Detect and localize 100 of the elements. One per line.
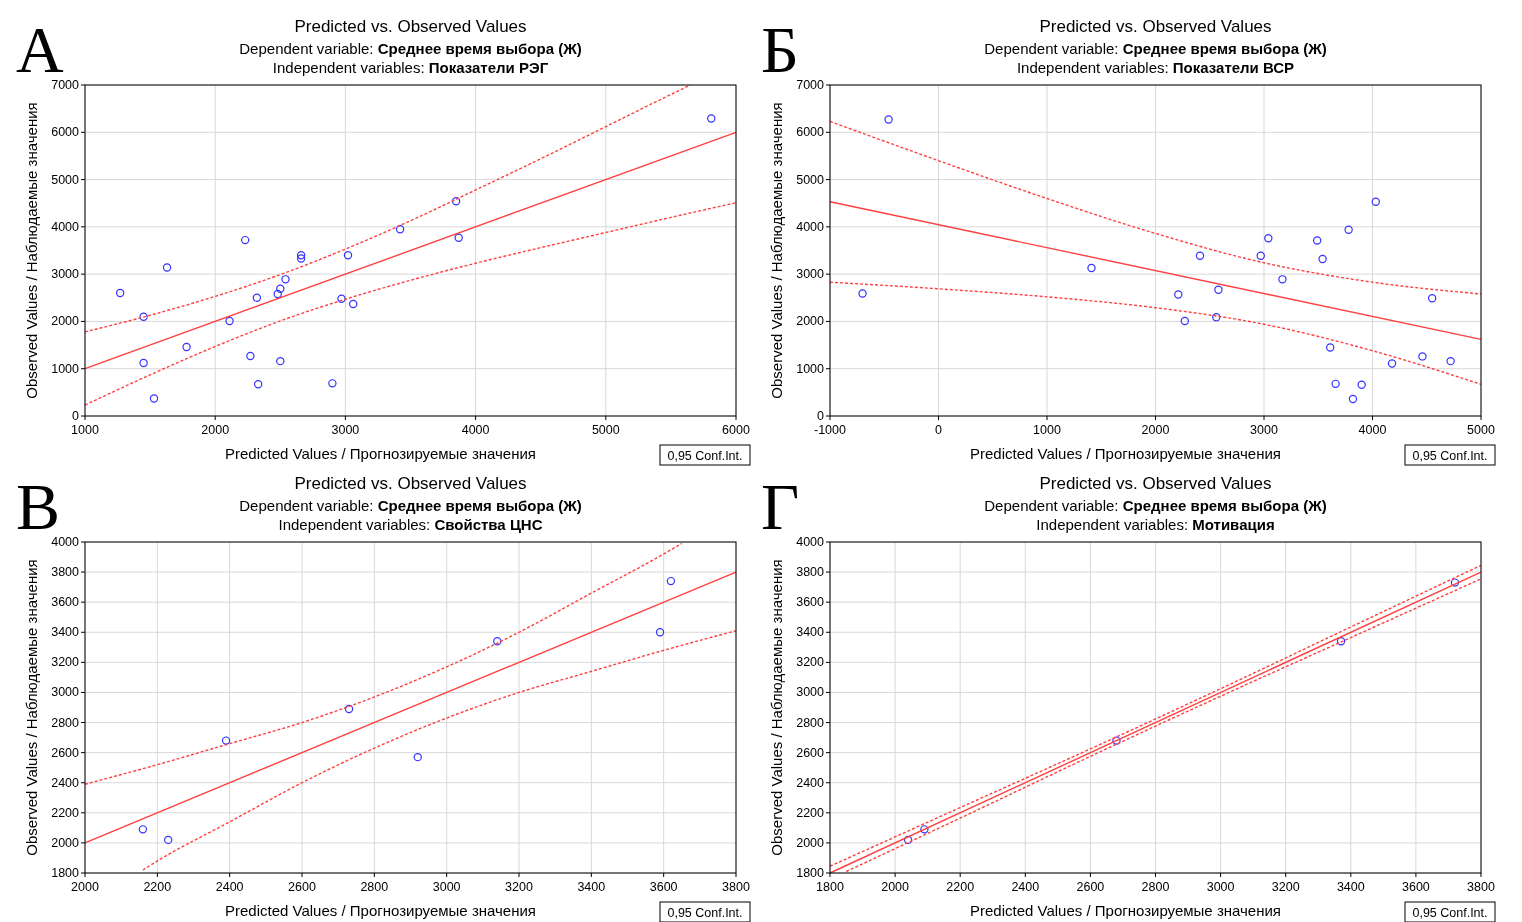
- point: [115, 288, 125, 298]
- x-tick-label: 2000: [201, 423, 230, 437]
- point: [1318, 254, 1327, 264]
- y-tick-label: 2000: [796, 835, 825, 850]
- y-tick-label: 1800: [51, 866, 80, 880]
- point: [162, 263, 172, 272]
- line-series: [829, 281, 1482, 386]
- point: [1180, 316, 1189, 326]
- point: [1214, 285, 1223, 294]
- text: 0,95 Conf.Int.: [667, 906, 743, 920]
- point: [246, 351, 255, 361]
- point: [276, 284, 285, 293]
- point: [903, 835, 913, 845]
- y-tick-label: 6000: [51, 125, 80, 140]
- y-tick-label: 3000: [51, 685, 80, 700]
- chart-title: Predicted vs. Observed Values: [294, 474, 527, 493]
- x-axis-title: Predicted Values / Прогнозируемые значения: [224, 902, 537, 919]
- x-tick-label: 1000: [71, 423, 99, 437]
- x-tick-label: 2400: [215, 880, 244, 894]
- x-tick-label: 2000: [71, 880, 99, 894]
- point: [1264, 234, 1273, 243]
- y-tick-label: 1000: [796, 361, 825, 376]
- point: [884, 115, 893, 124]
- x-tick-label: 3000: [1250, 423, 1278, 437]
- point: [253, 380, 263, 389]
- x-tick-label: 5000: [1467, 423, 1495, 437]
- y-tick-label: 2800: [51, 715, 80, 730]
- x-tick-label: 5000: [591, 423, 620, 437]
- y-axis-title: Observed Values / Наблюдаемые значения: [23, 559, 40, 856]
- y-tick-label: 1000: [51, 361, 80, 376]
- x-tick-label: 3600: [1401, 880, 1430, 894]
- point: [1087, 263, 1096, 273]
- y-tick-label: 6000: [796, 125, 825, 140]
- y-tick-label: 3400: [51, 625, 80, 640]
- point: [1312, 236, 1322, 245]
- point: [1278, 275, 1287, 284]
- point: [493, 637, 502, 646]
- x-tick-label: 4000: [1358, 423, 1387, 437]
- x-tick-label: 3000: [331, 423, 360, 437]
- x-tick-label: 2200: [946, 880, 975, 894]
- point: [655, 628, 665, 637]
- y-tick-label: 2600: [796, 745, 825, 760]
- x-tick-label: 2800: [360, 880, 389, 894]
- point: [1450, 578, 1460, 587]
- text: 0,95 Conf.Int.: [667, 449, 743, 463]
- y-tick-label: 3000: [51, 267, 80, 282]
- point: [163, 835, 173, 845]
- point: [139, 312, 148, 321]
- y-axis-title: Observed Values / Наблюдаемые значения: [23, 102, 40, 399]
- point: [413, 752, 422, 762]
- text: 0,95 Conf.Int.: [1412, 449, 1488, 463]
- y-tick-label: 3400: [796, 625, 825, 640]
- y-tick-label: 4000: [51, 535, 80, 549]
- x-tick-label: 0: [935, 423, 943, 437]
- y-axis-title: Observed Values / Наблюдаемые значения: [768, 102, 785, 399]
- chart-subtitle: Dependent variable: Среднее время выбора (Ж) Independent variables: Показатели ВСР: [984, 40, 1327, 76]
- y-tick-label: 2800: [796, 715, 825, 730]
- point: [1174, 290, 1183, 299]
- x-tick-label: 3800: [1467, 880, 1495, 894]
- x-tick-label: 3600: [649, 880, 678, 894]
- line-series: [142, 630, 737, 871]
- point: [344, 704, 354, 714]
- y-tick-label: 0: [72, 409, 80, 423]
- point: [225, 316, 234, 326]
- y-axis-title: Observed Values / Наблюдаемые значения: [768, 559, 785, 856]
- point: [920, 825, 929, 834]
- point: [273, 289, 282, 299]
- y-tick-label: 4000: [51, 219, 80, 234]
- point: [1446, 356, 1455, 366]
- point: [1371, 197, 1380, 206]
- x-tick-label: 6000: [722, 423, 750, 437]
- x-tick-label: 2200: [143, 880, 172, 894]
- point: [1325, 343, 1335, 352]
- x-tick-label: 3800: [722, 880, 750, 894]
- x-tick-label: 2400: [1011, 880, 1040, 894]
- text: Б: [761, 13, 799, 86]
- chart-title: Predicted vs. Observed Values: [1039, 17, 1272, 36]
- chart-title: Predicted vs. Observed Values: [1039, 474, 1272, 493]
- x-tick-label: 2800: [1141, 880, 1170, 894]
- point: [276, 356, 285, 366]
- x-tick-label: 2600: [1076, 880, 1105, 894]
- point: [149, 394, 159, 403]
- x-tick-label: 1000: [1033, 423, 1061, 437]
- y-tick-label: 3000: [796, 685, 825, 700]
- point: [343, 251, 353, 260]
- point: [451, 197, 461, 206]
- x-tick-label: 3000: [432, 880, 461, 894]
- line-series: [84, 202, 737, 406]
- point: [1336, 637, 1346, 646]
- y-tick-label: 2600: [51, 745, 80, 760]
- line-series: [84, 542, 683, 785]
- x-tick-label: 3400: [1336, 880, 1365, 894]
- y-tick-label: 2200: [796, 805, 825, 820]
- point: [138, 825, 148, 834]
- point: [252, 293, 262, 302]
- y-tick-label: 5000: [51, 172, 80, 187]
- y-tick-label: 7000: [51, 78, 80, 92]
- point: [395, 225, 405, 234]
- point: [296, 251, 306, 260]
- point: [221, 736, 231, 745]
